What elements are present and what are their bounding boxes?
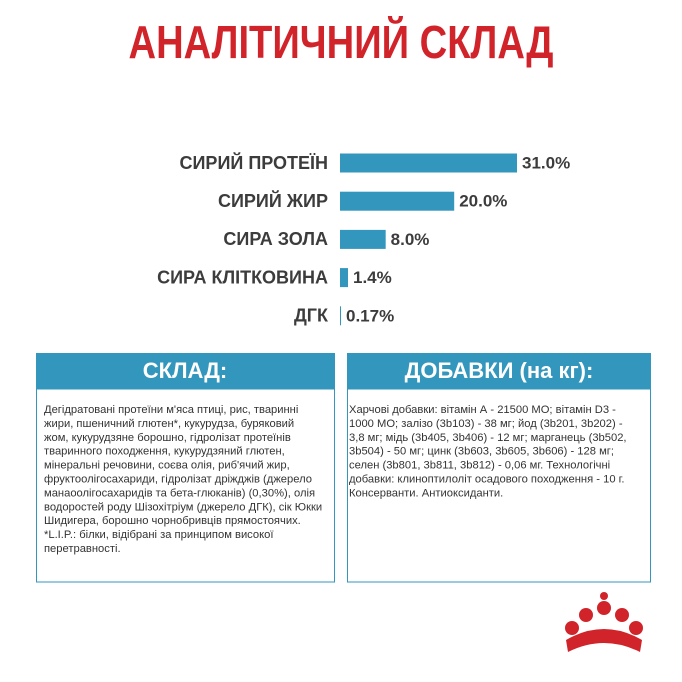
- additives-title: ДОБАВКИ (на кг):: [405, 358, 594, 383]
- category-label: СИРА КЛІТКОВИНА: [157, 267, 328, 287]
- value-label: 1.4%: [353, 268, 392, 287]
- composition-line: жом, кукурудзяне борошно, гідролізат про…: [44, 432, 291, 444]
- composition-line: фруктоолігосахариди, гідролізат дріжджів…: [44, 473, 312, 485]
- value-label: 0.17%: [346, 306, 394, 325]
- logo: [565, 592, 643, 652]
- additives-line: добавки: клиноптилоліт осадового походже…: [349, 473, 624, 485]
- additives-line: селен (3b801, 3b811, 3b812) - 0,06 мг. Т…: [349, 460, 610, 472]
- chart-title: АНАЛІТИЧНИЙ СКЛАД: [129, 16, 554, 68]
- additives-line: Консерванти. Антиоксиданти.: [349, 487, 503, 499]
- additives-box: [347, 388, 651, 583]
- additives-line: 3,8 мг; мідь (3b405, 3b406) - 12 мг; мар…: [349, 432, 627, 444]
- composition-line: мінеральні речовини, соєва олія, риб'ячи…: [44, 460, 290, 472]
- composition-title: СКЛАД:: [143, 358, 227, 383]
- composition-line: тваринного походження, кукурудзяний глют…: [44, 446, 285, 458]
- composition-line: водоростей роду Шізохітріум (джерело ДГК…: [44, 501, 322, 513]
- category-label: СИРИЙ ПРОТЕЇН: [180, 152, 329, 173]
- category-label: ДГК: [294, 306, 329, 326]
- category-label: СИРА ЗОЛА: [223, 229, 328, 249]
- additives-line: 1000 МО; залізо (3b103) - 38 мг; йод (3b…: [349, 418, 623, 430]
- bar: [340, 191, 455, 211]
- composition-header: [36, 353, 335, 389]
- composition-line: манаоолігосахаридів та бета-глюканів) (0…: [44, 487, 315, 499]
- composition-line: Дегідратовані протеїни м'яса птиці, рис,…: [44, 404, 298, 416]
- category-label: СИРИЙ ЖИР: [218, 190, 328, 211]
- additives-line: 3b504) - 50 мг; цинк (3b603, 3b605, 3b60…: [349, 446, 614, 458]
- value-label: 8.0%: [391, 230, 430, 249]
- composition-line: жири, пшеничний глютен*, кукурудза, буря…: [44, 418, 294, 430]
- additives-line: Харчові добавки: вітамін А - 21500 МО; в…: [349, 404, 616, 416]
- bar: [340, 268, 348, 288]
- composition-line: Шидигера, борошно чорнобривців прямостоя…: [44, 515, 301, 527]
- bar: [340, 153, 517, 173]
- additives-header: [347, 353, 651, 389]
- value-label: 20.0%: [459, 192, 507, 211]
- bar: [340, 306, 341, 326]
- value-label: 31.0%: [522, 153, 570, 172]
- bar: [340, 229, 386, 249]
- composition-line: *L.I.P.: білки, відібрані за принципом в…: [44, 529, 273, 541]
- composition-box: [36, 388, 335, 583]
- composition-line: перетравності.: [44, 543, 121, 555]
